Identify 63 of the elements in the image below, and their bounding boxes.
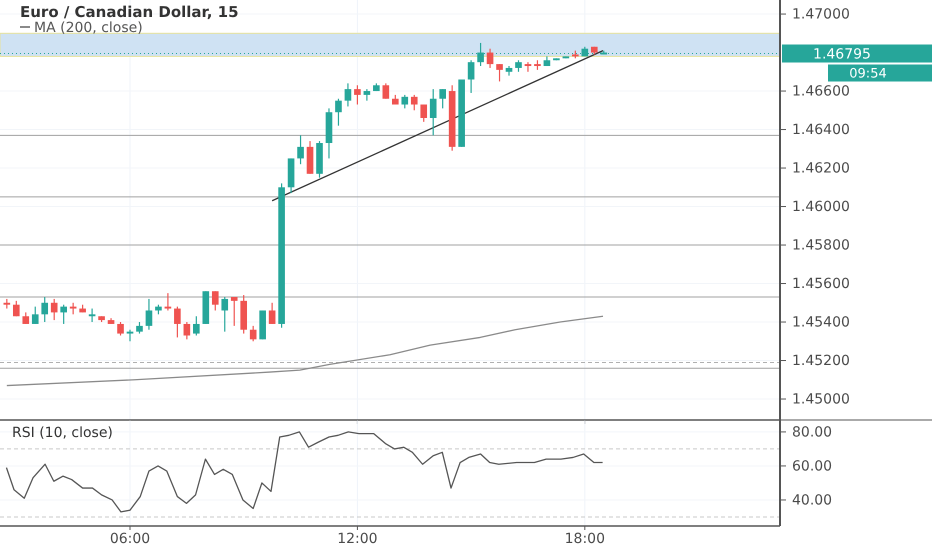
candlestick: [335, 98, 342, 126]
candlestick: [136, 321, 143, 334]
chart-title: Euro / Canadian Dollar, 15: [20, 3, 239, 21]
candlestick: [12, 300, 20, 317]
y-tick-label: 40.00: [792, 492, 832, 508]
y-tick-label: 1.46400: [792, 122, 850, 138]
candlestick: [364, 88, 370, 102]
y-tick-label: 1.45600: [792, 276, 850, 292]
candlestick: [410, 94, 418, 111]
candlestick: [193, 316, 200, 336]
y-tick-label: 1.46000: [792, 199, 850, 216]
y-tick-label: 1.45200: [792, 353, 850, 369]
candlestick: [344, 82, 352, 108]
candlestick: [401, 94, 408, 109]
x-tick-label: 12:00: [337, 530, 378, 547]
candlestick: [22, 312, 30, 325]
candlestick: [88, 308, 96, 323]
candlestick: [496, 63, 503, 82]
chart-title: RSI (10, close): [12, 425, 113, 441]
candlestick: [60, 304, 67, 325]
candlestick: [382, 82, 390, 100]
candlestick: [486, 48, 494, 69]
candlestick: [155, 304, 162, 315]
candlestick: [230, 296, 238, 326]
candlestick: [184, 321, 190, 340]
x-tick-label: 06:00: [110, 530, 150, 547]
candlestick: [268, 302, 276, 325]
candlestick: [117, 321, 124, 336]
candlestick: [354, 84, 361, 106]
candlestick: [50, 298, 58, 321]
candlestick: [212, 290, 219, 312]
candlestick: [506, 65, 512, 76]
y-tick-label: 1.45000: [792, 392, 850, 408]
y-tick-label: 60.00: [792, 458, 832, 474]
y-tick-label: 1.46200: [792, 160, 850, 177]
candlestick: [297, 134, 304, 165]
candlestick: [515, 60, 522, 72]
candlestick: [468, 60, 474, 94]
y-tick-label: 1.46600: [792, 84, 850, 100]
candlestick: [126, 329, 134, 342]
candlestick: [221, 296, 228, 332]
candlestick: [164, 292, 172, 312]
candlestick: [146, 298, 152, 330]
y-tick-label: 1.45800: [792, 238, 850, 254]
candlestick: [32, 306, 39, 325]
y-tick-label: 1.45400: [792, 314, 850, 331]
x-tick-label: 18:00: [564, 530, 605, 547]
text: 09:54: [849, 66, 887, 82]
candlestick: [70, 302, 76, 315]
candlestick: [250, 325, 256, 342]
candlestick: [439, 88, 446, 109]
candlestick: [430, 88, 437, 136]
legend-label: MA (200, close): [34, 20, 143, 36]
line-series: [6, 316, 604, 386]
candlestick: [524, 62, 532, 72]
y-tick-label: 80.00: [792, 424, 832, 440]
candlestick: [174, 306, 181, 338]
y-tick-label: 1.47000: [792, 6, 850, 23]
candlestick: [420, 104, 428, 122]
ref-line-label: 1.46795: [813, 46, 871, 63]
candlestick: [534, 60, 541, 70]
candlestick: [41, 296, 48, 323]
candlestick: [572, 50, 579, 59]
